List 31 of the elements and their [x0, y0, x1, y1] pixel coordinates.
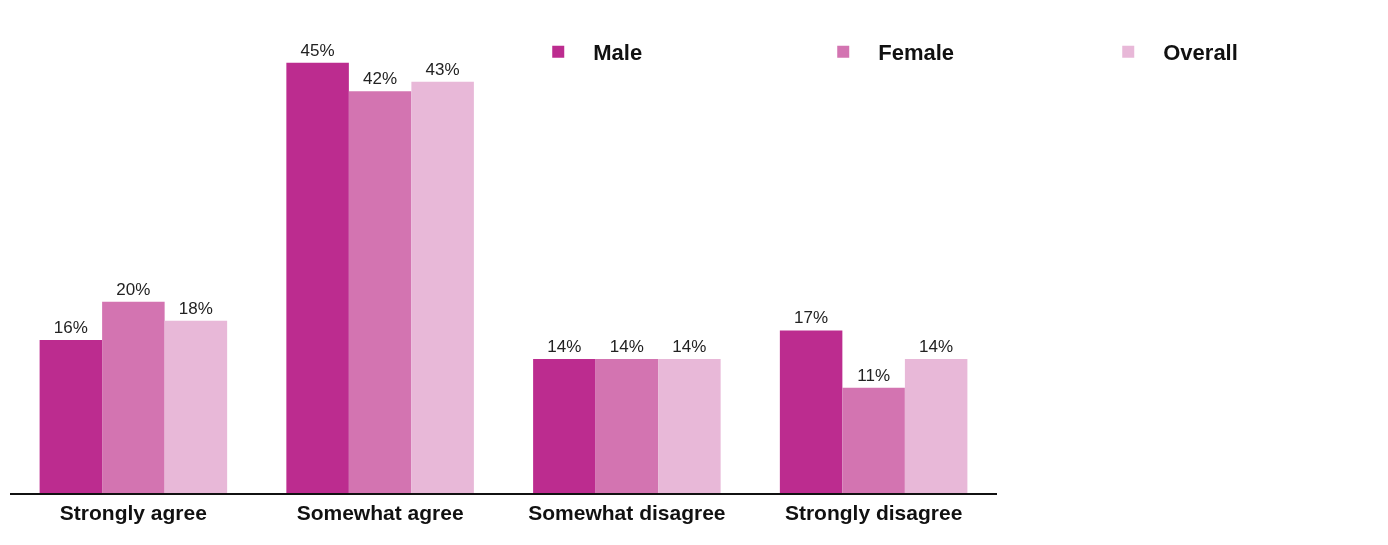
data-label: 45% [300, 40, 335, 60]
bar [164, 320, 228, 493]
data-label: 14% [609, 337, 644, 357]
data-label: 14% [547, 337, 582, 357]
x-tick-label: Strongly agree [59, 501, 207, 525]
bar [411, 81, 474, 493]
bar [102, 301, 165, 493]
data-label: 11% [857, 365, 891, 385]
legend-label: Male [593, 40, 643, 66]
bar [533, 359, 596, 493]
x-tick-label: Somewhat disagree [528, 501, 726, 525]
data-label: 43% [425, 59, 460, 79]
data-label: 42% [363, 69, 398, 89]
x-tick-label: Strongly disagree [784, 501, 963, 525]
bar [658, 359, 721, 493]
legend-label: Female [878, 40, 955, 66]
legend-label: Overall [1163, 40, 1238, 66]
data-label: 17% [794, 308, 829, 328]
bar [779, 330, 843, 493]
x-tick-label: Somewhat agree [296, 501, 464, 525]
bar [904, 359, 968, 493]
bar [595, 359, 659, 493]
bar [348, 91, 412, 493]
data-label: 14% [919, 337, 954, 357]
bar [39, 339, 103, 493]
data-label: 16% [53, 317, 88, 337]
data-label: 14% [672, 337, 707, 357]
bar [286, 62, 349, 493]
bar [842, 387, 905, 493]
data-label: 18% [178, 298, 213, 318]
data-label: 20% [116, 279, 151, 299]
